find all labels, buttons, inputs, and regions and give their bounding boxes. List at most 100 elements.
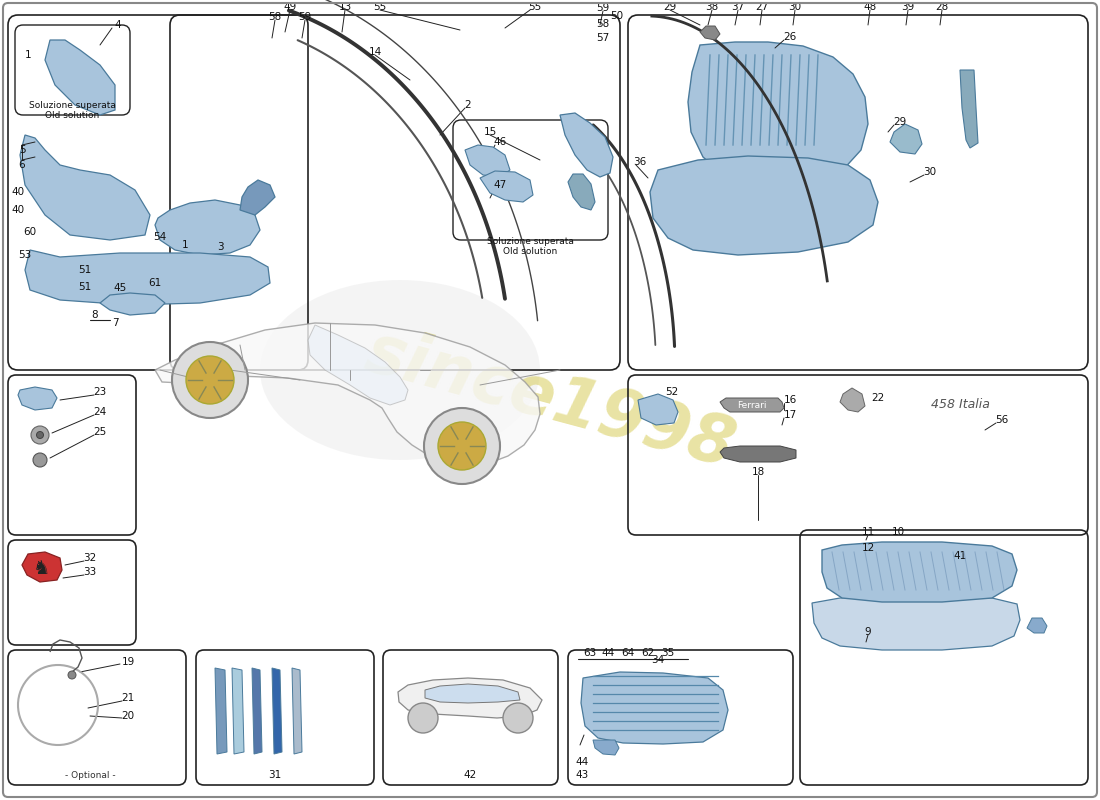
- Text: 34: 34: [651, 655, 664, 665]
- Text: 41: 41: [954, 551, 967, 561]
- Text: 39: 39: [901, 2, 914, 12]
- Text: 1: 1: [24, 50, 31, 60]
- Polygon shape: [465, 145, 510, 177]
- Text: 6: 6: [19, 160, 25, 170]
- Polygon shape: [568, 174, 595, 210]
- Text: 59: 59: [596, 3, 609, 13]
- Text: Old solution: Old solution: [503, 246, 557, 255]
- Text: 1: 1: [182, 240, 188, 250]
- Text: Old solution: Old solution: [45, 110, 99, 119]
- Polygon shape: [214, 668, 227, 754]
- Text: 38: 38: [705, 2, 718, 12]
- Text: 40: 40: [11, 187, 24, 197]
- Polygon shape: [308, 325, 408, 405]
- Text: 5: 5: [19, 145, 25, 155]
- Polygon shape: [812, 595, 1020, 650]
- Polygon shape: [240, 180, 275, 215]
- Text: 46: 46: [494, 137, 507, 147]
- Polygon shape: [20, 135, 150, 240]
- Text: 31: 31: [268, 770, 282, 780]
- Text: 2: 2: [464, 100, 471, 110]
- Polygon shape: [960, 70, 978, 148]
- Text: 30: 30: [789, 2, 802, 12]
- Text: 61: 61: [148, 278, 162, 288]
- Text: 13: 13: [339, 2, 352, 12]
- Polygon shape: [252, 668, 262, 754]
- Polygon shape: [593, 740, 619, 755]
- Ellipse shape: [260, 280, 540, 460]
- Text: 8: 8: [91, 310, 98, 320]
- Text: 4: 4: [114, 20, 121, 30]
- Text: 22: 22: [871, 393, 884, 403]
- Circle shape: [503, 703, 534, 733]
- Text: 57: 57: [596, 33, 609, 43]
- Polygon shape: [890, 124, 922, 154]
- Text: 25: 25: [94, 427, 107, 437]
- Text: 10: 10: [891, 527, 904, 537]
- Polygon shape: [581, 672, 728, 744]
- Text: Soluzione superata: Soluzione superata: [486, 238, 573, 246]
- Text: 50: 50: [610, 11, 624, 21]
- Circle shape: [33, 453, 47, 467]
- Text: 17: 17: [783, 410, 796, 420]
- Text: 37: 37: [732, 2, 745, 12]
- Text: 58: 58: [596, 19, 609, 29]
- Polygon shape: [700, 26, 720, 40]
- Text: 24: 24: [94, 407, 107, 417]
- Polygon shape: [720, 446, 796, 462]
- Text: 51: 51: [78, 282, 91, 292]
- Text: 42: 42: [463, 770, 476, 780]
- Text: 16: 16: [783, 395, 796, 405]
- Text: 36: 36: [634, 157, 647, 167]
- Text: 60: 60: [23, 227, 36, 237]
- Polygon shape: [822, 542, 1018, 602]
- Text: 7: 7: [112, 318, 119, 328]
- Text: 3: 3: [217, 242, 223, 252]
- Polygon shape: [560, 113, 613, 177]
- Text: 49: 49: [284, 2, 297, 12]
- Circle shape: [68, 671, 76, 679]
- Text: ♞: ♞: [33, 558, 51, 578]
- Polygon shape: [45, 40, 116, 115]
- Text: 29: 29: [663, 2, 676, 12]
- Circle shape: [438, 422, 486, 470]
- Text: 44: 44: [575, 757, 589, 767]
- Polygon shape: [22, 552, 62, 582]
- Polygon shape: [398, 678, 542, 718]
- Text: 56: 56: [996, 415, 1009, 425]
- Polygon shape: [720, 398, 784, 412]
- Circle shape: [424, 408, 500, 484]
- Polygon shape: [25, 250, 270, 305]
- Polygon shape: [155, 200, 260, 255]
- Text: Soluzione superata: Soluzione superata: [29, 101, 116, 110]
- Text: 62: 62: [641, 648, 654, 658]
- Text: 55: 55: [373, 2, 386, 12]
- Text: 59: 59: [298, 12, 311, 22]
- Polygon shape: [18, 387, 57, 410]
- Text: 63: 63: [583, 648, 596, 658]
- Circle shape: [172, 342, 248, 418]
- Text: 21: 21: [121, 693, 134, 703]
- Polygon shape: [1027, 618, 1047, 633]
- Text: 55: 55: [528, 2, 541, 12]
- Polygon shape: [638, 394, 678, 425]
- Text: 33: 33: [84, 567, 97, 577]
- Text: 35: 35: [661, 648, 674, 658]
- Text: 47: 47: [494, 180, 507, 190]
- Text: 58: 58: [268, 12, 282, 22]
- Text: 12: 12: [861, 543, 875, 553]
- Polygon shape: [155, 323, 540, 464]
- Text: 14: 14: [368, 47, 382, 57]
- Polygon shape: [292, 668, 302, 754]
- Text: 44: 44: [602, 648, 615, 658]
- Text: 20: 20: [121, 711, 134, 721]
- Polygon shape: [425, 684, 520, 703]
- Text: 26: 26: [783, 32, 796, 42]
- Text: 48: 48: [864, 2, 877, 12]
- Text: 9: 9: [865, 627, 871, 637]
- Text: 64: 64: [621, 648, 635, 658]
- Text: 15: 15: [483, 127, 496, 137]
- Circle shape: [186, 356, 234, 404]
- Text: 458 Italia: 458 Italia: [931, 398, 989, 411]
- Polygon shape: [650, 156, 878, 255]
